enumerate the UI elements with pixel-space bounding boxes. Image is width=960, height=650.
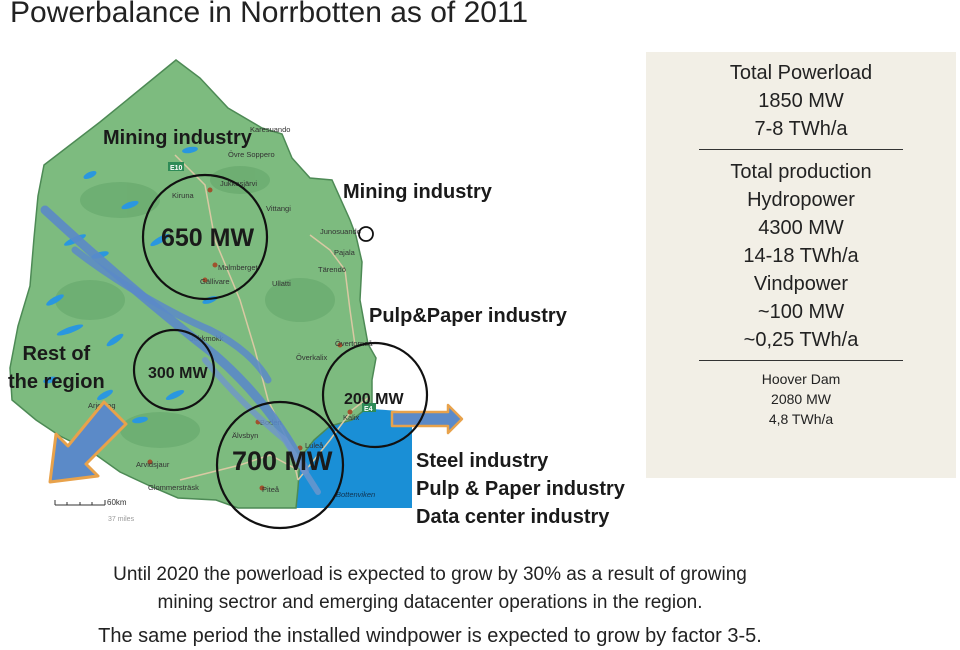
flow-arrow-long	[40, 205, 310, 475]
place-label: Arvidsjaur	[136, 460, 170, 469]
place-label: Ullatti	[272, 279, 291, 288]
panel-line: Vindpower	[753, 273, 849, 295]
pulp-paper-label: Pulp&Paper industry	[369, 305, 567, 327]
mining-industry-east-label: Mining industry	[343, 181, 492, 203]
footer-line-1: Until 2020 the powerload is expected to …	[113, 564, 747, 585]
place-label: Junosuando	[320, 227, 361, 236]
place-label: Älvsbyn	[232, 431, 258, 440]
place-label: Övertorneå	[335, 339, 373, 348]
value-300mw: 300 MW	[148, 365, 208, 382]
circle-mining-small	[358, 226, 374, 242]
panel-divider	[699, 149, 903, 150]
datacenter-industry-label: Data center industry	[416, 506, 610, 528]
value-700mw: 700 MW	[232, 446, 333, 476]
panel-small-line: 2080 MW	[771, 391, 831, 407]
road-shields: E10 E4	[168, 162, 376, 413]
footer-line-2: mining sectror and emerging datacenter o…	[157, 592, 703, 613]
scale-km-label: 60km	[107, 498, 127, 507]
circle-300mw	[132, 328, 216, 412]
circle-200mw	[321, 341, 429, 449]
flow-arrow-short	[71, 246, 272, 384]
panel-line: 14-18 TWh/a	[743, 245, 859, 267]
place-label: Pajala	[334, 248, 356, 257]
panel-small-line: Hoover Dam	[761, 371, 841, 387]
place-label: Karesuando	[250, 125, 290, 134]
scale-bar	[54, 500, 106, 506]
panel-line: Total Powerload	[729, 62, 873, 84]
panel-line: 1850 MW	[758, 90, 844, 112]
panel-line: ~100 MW	[757, 301, 845, 323]
steel-industry-label: Steel industry	[416, 450, 549, 472]
road-label: E10	[170, 165, 183, 172]
norrbotten-map: Karesuando Övre Soppero Jukkasjärvi Kiru…	[9, 59, 464, 530]
value-200mw: 200 MW	[344, 391, 404, 408]
footer-line-3: The same period the installed windpower …	[98, 625, 762, 647]
scale-miles-label: 37 miles	[108, 516, 135, 523]
place-label: Luleå	[305, 441, 324, 450]
place-label: Jokkmokk	[190, 334, 224, 343]
place-label: Tärendö	[318, 265, 346, 274]
place-label: Kiruna	[172, 191, 195, 200]
place-label: Övre Soppero	[228, 150, 275, 159]
panel-line: ~0,25 TWh/a	[743, 329, 859, 351]
value-650mw: 650 MW	[161, 224, 255, 252]
export-arrow-east	[390, 403, 464, 435]
place-label: Bottenviken	[336, 490, 375, 499]
panel-line: 4300 MW	[758, 217, 844, 239]
panel-small-line: 4,8 TWh/a	[768, 411, 834, 427]
place-label: Boden	[260, 418, 282, 427]
terrain-shading	[55, 166, 335, 448]
place-label: Kalix	[343, 413, 360, 422]
place-label: Vittangi	[266, 204, 291, 213]
place-label: Piteå	[262, 485, 280, 494]
panel-divider	[699, 360, 903, 361]
road-label: E4	[364, 406, 373, 413]
place-names: Karesuando Övre Soppero Jukkasjärvi Kiru…	[88, 125, 375, 499]
circle-650mw	[141, 173, 269, 301]
circle-700mw	[215, 400, 345, 530]
panel-line: 7-8 TWh/a	[754, 118, 848, 140]
place-label: Glommersträsk	[148, 483, 199, 492]
rest-of-region-line: Rest of	[22, 343, 91, 365]
rest-of-region-label: Rest of the region	[8, 340, 105, 396]
panel-line: Total production	[730, 161, 872, 183]
rest-of-region-line: the region	[8, 371, 105, 393]
pulp-paper-industry-label: Pulp & Paper industry	[416, 478, 625, 500]
export-arrow-southwest	[48, 400, 128, 484]
summary-panel: Total Powerload 1850 MW 7-8 TWh/a Total …	[646, 52, 956, 478]
mining-industry-label: Mining industry	[103, 127, 252, 149]
place-label: Överkalix	[296, 353, 328, 362]
page-title: Powerbalance in Norrbotten as of 2011	[10, 0, 529, 29]
place-label: Jukkasjärvi	[220, 179, 257, 188]
place-label: Malmberget	[218, 263, 259, 272]
place-label: Gällivare	[200, 277, 230, 286]
panel-line: Hydropower	[747, 189, 855, 211]
